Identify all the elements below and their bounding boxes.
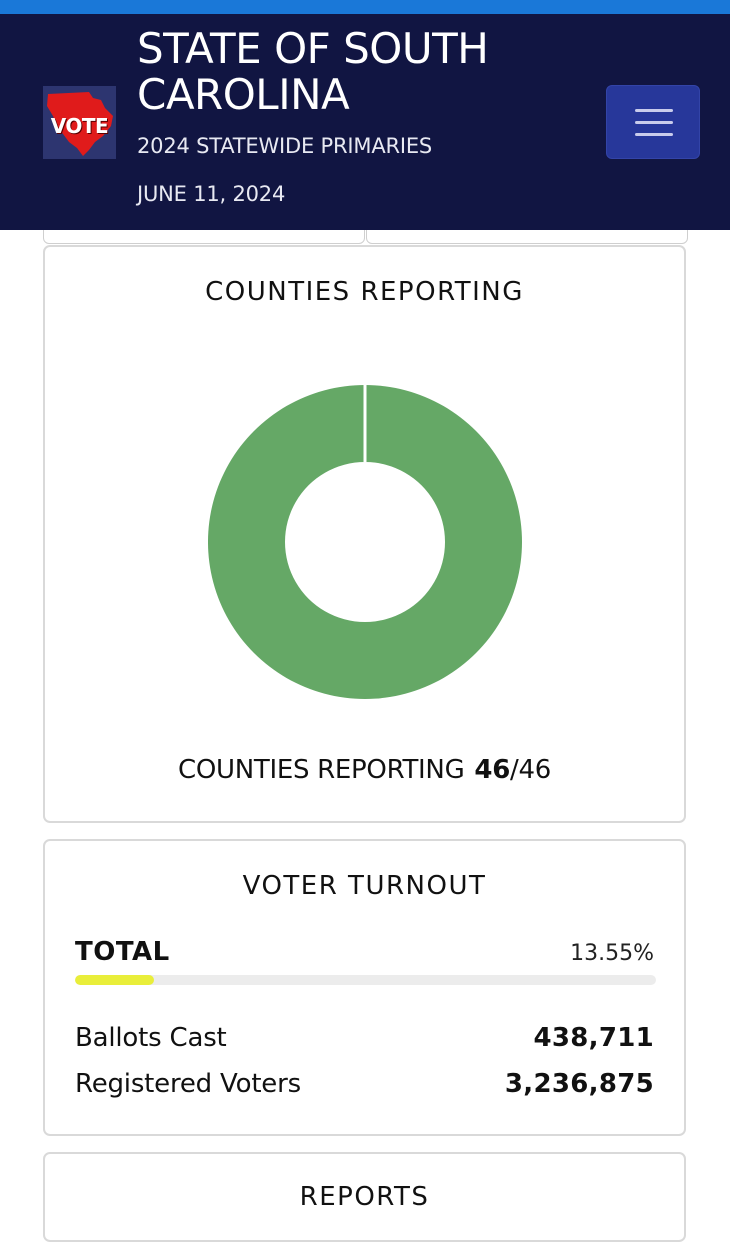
voter-turnout-title: VOTER TURNOUT: [242, 871, 487, 901]
counties-reporting-summary: COUNTIES REPORTING 46/46: [45, 755, 684, 785]
registered-voters-value: 3,236,875: [504, 1069, 654, 1099]
donut-slice-reporting: [208, 385, 522, 699]
counties-reporting-donut-chart: [208, 385, 522, 699]
election-date: JUNE 11, 2024: [137, 182, 286, 206]
hamburger-menu-button[interactable]: [606, 85, 700, 159]
hamburger-menu-icon-bar: [635, 109, 673, 112]
voter-turnout-card: VOTER TURNOUT TOTAL 13.55% Ballots Cast …: [43, 839, 686, 1136]
counties-reporting-card: COUNTIES REPORTING COUNTIES REPORTING 46/…: [43, 245, 686, 823]
hamburger-menu-icon-bar: [635, 133, 673, 136]
counties-reported-count: 46: [474, 755, 511, 785]
counties-separator: /: [510, 755, 519, 785]
reports-card: REPORTS: [43, 1152, 686, 1242]
counties-reporting-title: COUNTIES REPORTING: [205, 277, 524, 307]
election-subtitle: 2024 STATEWIDE PRIMARIES: [137, 134, 433, 158]
vote-logo-text: VOTE: [50, 114, 109, 138]
state-shape-icon: [47, 92, 113, 156]
turnout-progress-fill: [75, 975, 154, 985]
counties-reporting-label: COUNTIES REPORTING: [178, 755, 465, 785]
registered-voters-label: Registered Voters: [75, 1069, 301, 1099]
page-title: STATE OF SOUTH CAROLINA: [137, 24, 489, 119]
top-accent-bar: [0, 0, 730, 14]
reports-title: REPORTS: [299, 1182, 430, 1212]
ballots-cast-label: Ballots Cast: [75, 1023, 227, 1053]
hamburger-menu-icon-bar: [635, 121, 673, 124]
counties-total-count: 46: [518, 755, 551, 785]
south-carolina-vote-logo[interactable]: VOTE: [43, 86, 116, 159]
turnout-total-label: TOTAL: [75, 937, 170, 967]
site-header: VOTE STATE OF SOUTH CAROLINA 2024 STATEW…: [0, 14, 730, 230]
ballots-cast-value: 438,711: [533, 1023, 654, 1053]
turnout-progress-bar: [75, 975, 656, 985]
turnout-total-percent: 13.55%: [570, 941, 654, 966]
